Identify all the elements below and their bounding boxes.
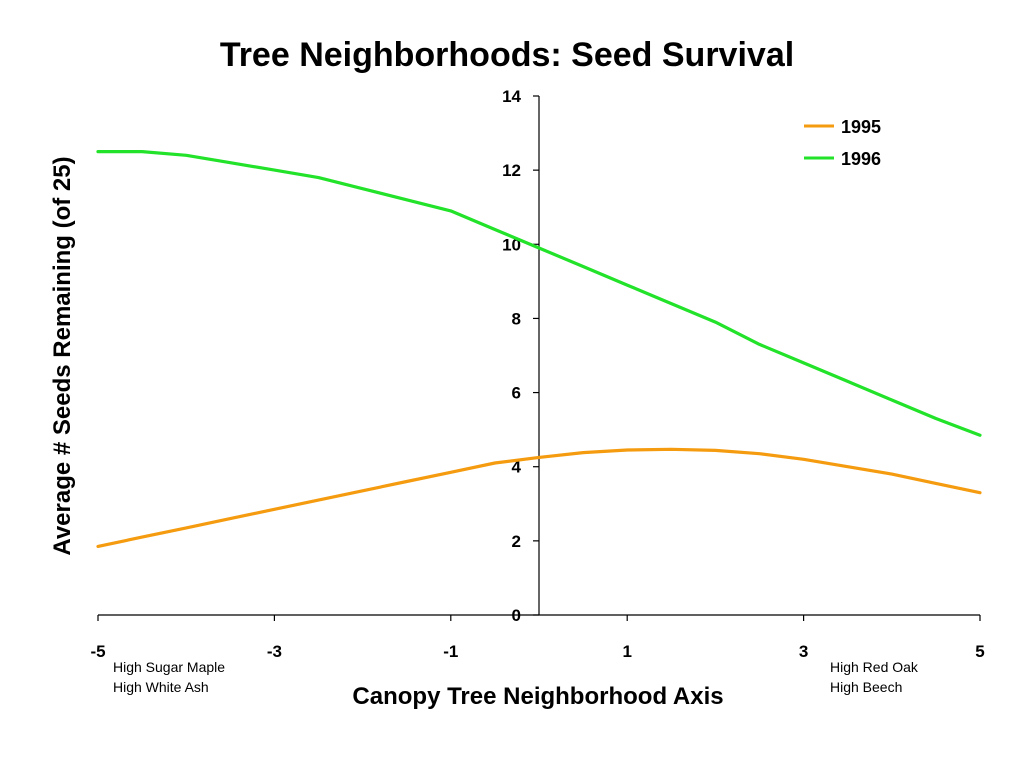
legend-label-1995: 1995 — [841, 117, 881, 137]
x-tick-label: -1 — [443, 642, 458, 661]
y-axis-title-group: Average # Seeds Remaining (of 25) — [49, 156, 76, 555]
y-axis-title: Average # Seeds Remaining (of 25) — [49, 156, 76, 555]
legend-label-1996: 1996 — [841, 149, 881, 169]
y-tick-label: 14 — [502, 87, 521, 106]
y-tick-label: 4 — [512, 458, 522, 477]
series-line-1995 — [96, 447, 982, 549]
y-tick-label: 8 — [512, 309, 521, 328]
chart-title: Tree Neighborhoods: Seed Survival — [220, 36, 794, 74]
x-tick-label: -5 — [90, 642, 105, 661]
x-annotation-right-1: High Red Oak — [830, 659, 919, 675]
y-tick-label: 6 — [512, 384, 521, 403]
y-tick-label: 2 — [512, 532, 521, 551]
legend: 1995 1996 — [804, 117, 881, 169]
x-tick-label: -3 — [267, 642, 282, 661]
x-annotation-right-2: High Beech — [830, 679, 902, 695]
x-tick-label: 3 — [799, 642, 808, 661]
x-annotation-left-1: High Sugar Maple — [113, 659, 225, 675]
y-tick-label: 0 — [512, 606, 521, 625]
y-tick-label: 12 — [502, 161, 521, 180]
x-annotation-left-2: High White Ash — [113, 679, 209, 695]
series-line-1996 — [96, 150, 982, 437]
x-tick-label: 5 — [975, 642, 984, 661]
x-ticks: -5 -3 -1 1 3 5 — [90, 615, 985, 661]
series-lines — [96, 150, 982, 549]
x-axis-title: Canopy Tree Neighborhood Axis — [352, 683, 723, 710]
x-tick-label: 1 — [622, 642, 631, 661]
